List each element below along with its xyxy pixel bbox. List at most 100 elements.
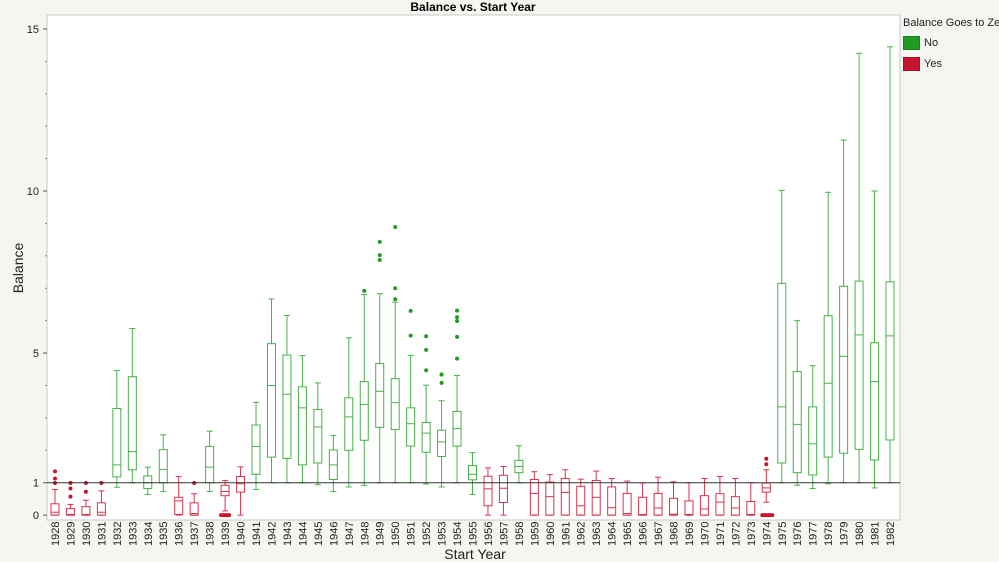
box-1977 [808,365,818,490]
box-1948 [359,288,369,486]
outlier-point [68,494,73,499]
x-axis: 1928 1929 1930 1931 1932 1933 1934 1935 1936 1937… [50,522,897,546]
x-tick-label: 1954 [452,522,464,546]
outlier-point [53,476,57,481]
iqr-box [653,492,663,516]
x-tick-label: 1974 [761,522,773,546]
box-1943 [282,314,292,484]
y-axis-label: Balance [10,242,26,293]
legend-label-yes: Yes [924,58,942,70]
legend-item-no[interactable]: No [903,34,999,52]
outlier-point [362,288,367,293]
iqr-box [638,496,648,516]
iqr-box [421,421,431,453]
x-tick-label: 1950 [390,522,402,546]
x-tick-label: 1963 [591,522,603,546]
legend: Balance Goes to Zero No Yes [903,17,999,76]
iqr-box [390,378,400,431]
outlier-point [424,368,429,373]
outlier-point [68,486,73,491]
iqr-box [699,495,709,516]
iqr-box [375,362,385,428]
iqr-box [112,407,122,478]
outlier-point [455,334,460,339]
x-tick-label: 1937 [189,522,201,546]
x-tick-label: 1928 [50,522,62,546]
x-tick-label: 1952 [421,522,433,546]
iqr-box [65,508,75,516]
box-1946 [328,434,338,492]
iqr-box [498,474,508,503]
iqr-box [715,493,725,516]
iqr-box [297,386,307,466]
iqr-box [529,478,539,516]
box-1961 [560,469,570,516]
iqr-box [174,496,184,515]
x-tick-label: 1975 [777,522,789,546]
iqr-box [885,281,895,441]
x-tick-label: 1966 [638,522,650,546]
x-tick-label: 1934 [143,522,155,546]
x-tick-label: 1929 [65,522,77,546]
x-tick-label: 1946 [328,522,340,546]
box-1929 [65,481,75,516]
x-tick-label: 1930 [81,522,93,546]
box-1982 [885,46,895,484]
iqr-box [127,376,137,471]
x-tick-label: 1980 [854,522,866,546]
iqr-box [730,496,740,516]
box-1959 [529,471,539,516]
iqr-box [792,371,802,474]
x-tick-label: 1953 [437,522,449,546]
iqr-box [50,503,60,516]
legend-swatch-no [903,36,920,50]
outlier-point [393,297,398,302]
x-tick-label: 1932 [112,522,124,546]
box-1957 [498,466,508,516]
iqr-box [854,280,864,450]
x-tick-label: 1935 [158,522,170,546]
iqr-box [251,424,261,475]
outlier-point [393,224,398,229]
outlier-point [455,318,460,323]
legend-swatch-yes [903,57,920,71]
x-tick-label: 1945 [313,522,325,546]
box-1956 [483,467,493,516]
outlier-point [770,513,775,518]
box-1981 [870,190,880,489]
box-1936 [174,476,184,516]
outlier-point [377,239,382,244]
x-tick-label: 1976 [792,522,804,546]
y-tick-label: 15 [27,24,39,36]
box-1960 [545,474,555,516]
x-tick-label: 1962 [576,522,588,546]
x-tick-label: 1939 [220,522,232,546]
outlier-point [53,469,57,474]
iqr-box [359,381,369,441]
box-1955 [468,452,477,495]
iqr-box [622,492,632,516]
x-tick-label: 1965 [622,522,634,546]
x-tick-label: 1978 [823,522,835,546]
iqr-box [576,485,586,516]
x-tick-label: 1972 [730,522,742,546]
outlier-point [455,308,460,313]
x-tick-label: 1947 [344,522,356,546]
outlier-point [408,308,413,313]
y-tick-label: 0 [33,510,39,522]
x-tick-label: 1957 [498,522,510,546]
legend-item-yes[interactable]: Yes [903,55,999,73]
iqr-box [746,501,756,516]
outlier-point [424,347,429,352]
x-tick-label: 1948 [359,522,371,546]
iqr-box [220,484,230,497]
iqr-box [684,500,694,516]
outlier-point [83,489,88,494]
iqr-box [344,397,354,451]
iqr-box [560,478,570,516]
x-tick-label: 1982 [885,522,897,546]
outlier-point [408,333,413,338]
iqr-box [468,465,477,481]
outlier-point [424,334,429,339]
